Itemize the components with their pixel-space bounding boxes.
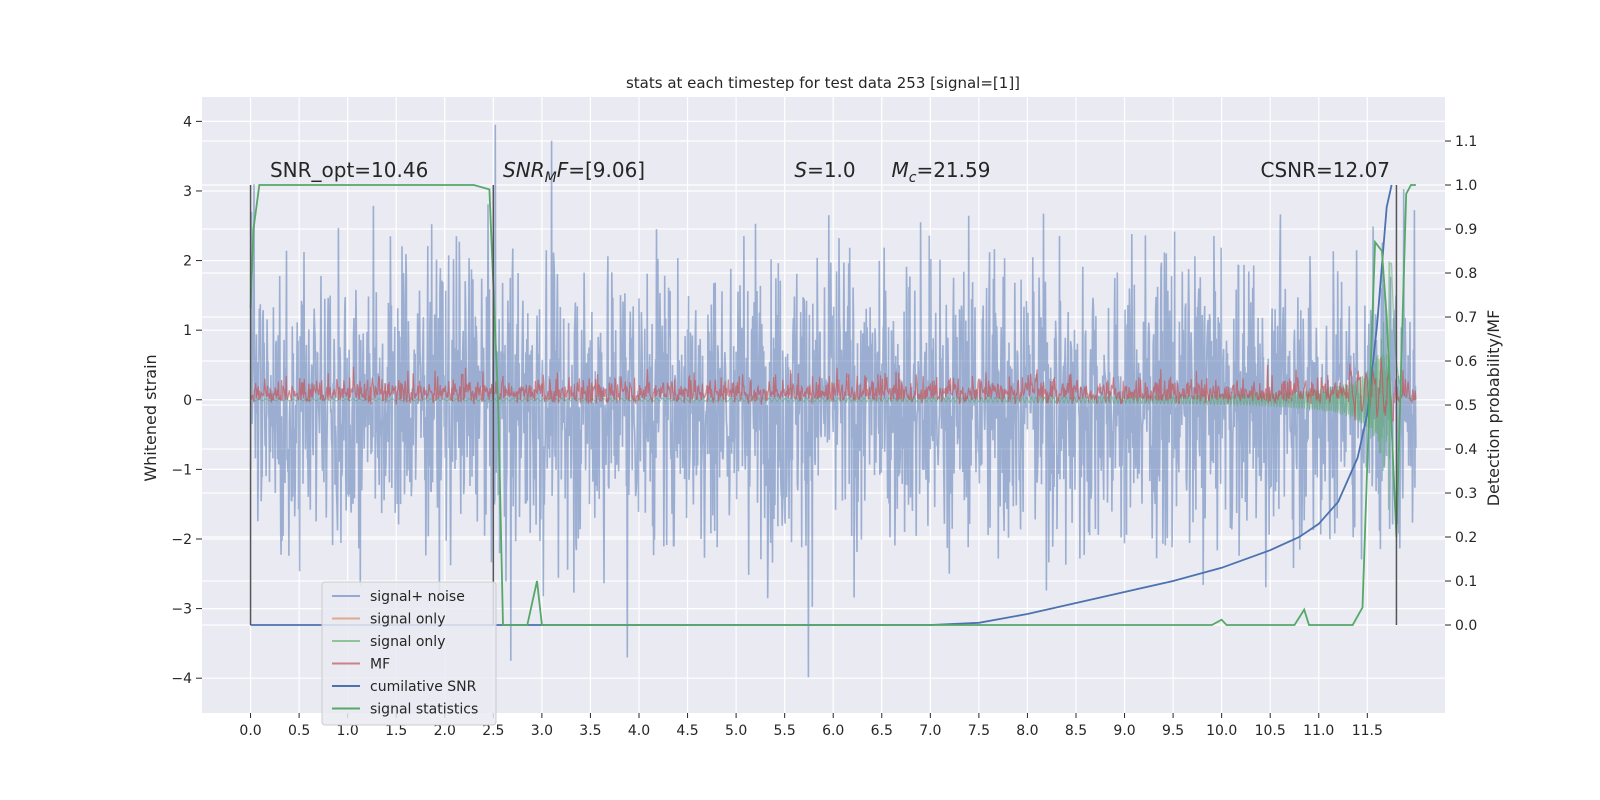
y2-tick-label: 0.4: [1455, 442, 1477, 458]
x-tick-label: 7.5: [968, 723, 990, 739]
y-tick-label: 4: [183, 114, 192, 130]
y2-axis-label: Detection probability/MF: [1484, 310, 1503, 507]
x-tick-label: 4.5: [676, 723, 698, 739]
legend-label: MF: [370, 657, 390, 673]
y-axis-label: Whitened strain: [141, 354, 160, 481]
x-tick-label: 9.5: [1162, 723, 1184, 739]
y-tick-label: 1: [183, 323, 192, 339]
y2-tick-label: 0.0: [1455, 618, 1477, 634]
series-line-signal-noise: [249, 124, 1417, 678]
x-tick-label: 2.5: [482, 723, 504, 739]
y-tick-label: −1: [171, 462, 192, 478]
legend-label: cumilative SNR: [370, 679, 477, 695]
annotation-text: CSNR=12.07: [1260, 158, 1390, 182]
series-layer: [249, 124, 1417, 678]
x-tick-label: 6.0: [822, 723, 844, 739]
legend-label: signal statistics: [370, 702, 478, 718]
x-tick-label: 11.0: [1303, 723, 1334, 739]
legend-label: signal only: [370, 612, 445, 628]
x-axis-ticks: 0.0 0.5 1.0 1.5 2.0 2.5 3.0 3.5 4.0 4.5 5.0 5.5 6.0 6…: [239, 713, 1383, 739]
x-tick-label: 3.5: [579, 723, 601, 739]
y2-axis-ticks: 1.1 1.0 0.9 0.8 0.7 0.6 0.5 0.4 0.3 0.2 0.1 0.0: [1445, 134, 1477, 634]
x-tick-label: 0.0: [239, 723, 261, 739]
legend-label: signal+ noise: [370, 589, 465, 605]
annotation-text: SNRMF=[9.06]: [503, 158, 645, 186]
y2-tick-label: 1.1: [1455, 134, 1477, 150]
x-tick-label: 11.5: [1352, 723, 1383, 739]
x-tick-label: 6.5: [871, 723, 893, 739]
y2-tick-label: 0.3: [1455, 486, 1477, 502]
series-line-signal-statistics: [249, 184, 1416, 626]
y-tick-label: −4: [171, 671, 192, 687]
series-line-mf: [250, 357, 1417, 423]
annotation-text: S=1.0: [794, 158, 855, 182]
x-tick-label: 8.0: [1016, 723, 1038, 739]
y-axis-ticks: 4 3 2 1 0 −1 −2 −3 −4: [171, 114, 202, 687]
legend-box: [321, 581, 497, 726]
y2-tick-label: 1.0: [1455, 178, 1477, 194]
x-tick-label: 10.0: [1206, 723, 1237, 739]
chart-title: stats at each timestep for test data 253…: [626, 74, 1020, 92]
y2-tick-label: 0.7: [1455, 310, 1477, 326]
y-tick-label: −2: [171, 532, 192, 548]
x-tick-label: 8.5: [1065, 723, 1087, 739]
y2-tick-label: 0.2: [1455, 530, 1477, 546]
x-tick-label: 7.0: [919, 723, 941, 739]
y2-tick-label: 0.9: [1455, 222, 1477, 238]
y2-tick-label: 0.6: [1455, 354, 1477, 370]
x-tick-label: 4.0: [628, 723, 650, 739]
x-tick-label: 0.5: [288, 723, 310, 739]
x-tick-label: 5.0: [725, 723, 747, 739]
y-tick-label: −3: [171, 602, 192, 618]
y2-tick-label: 0.8: [1455, 266, 1477, 282]
annotation-text: SNR_opt=10.46: [270, 158, 428, 182]
x-tick-label: 2.0: [434, 723, 456, 739]
y2-tick-label: 0.1: [1455, 574, 1477, 590]
x-tick-label: 10.5: [1255, 723, 1286, 739]
annotation-text: Mc=21.59: [891, 158, 990, 186]
x-tick-label: 1.5: [385, 723, 407, 739]
legend: signal+ noise signal only signal only MF cum…: [321, 581, 497, 726]
legend-label: signal only: [370, 634, 445, 650]
y-tick-label: 0: [183, 393, 192, 409]
annotations: SNR_opt=10.46 SNRMF=[9.06] S=1.0 Mc=21.59 CS…: [270, 158, 1390, 186]
x-tick-label: 5.5: [774, 723, 796, 739]
x-tick-label: 3.0: [531, 723, 553, 739]
y-tick-label: 2: [183, 254, 192, 270]
x-tick-label: 1.0: [337, 723, 359, 739]
y2-tick-label: 0.5: [1455, 398, 1477, 414]
x-tick-label: 9.0: [1113, 723, 1135, 739]
y-tick-label: 3: [183, 184, 192, 200]
